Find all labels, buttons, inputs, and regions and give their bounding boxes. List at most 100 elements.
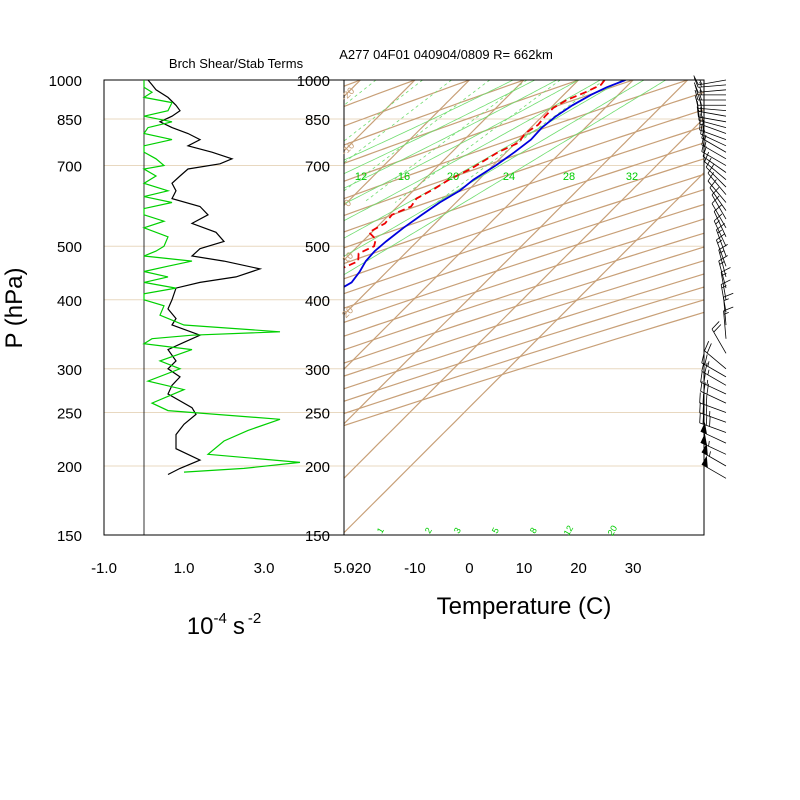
temperature-axis-label: Temperature (C): [437, 593, 612, 620]
wind-barb: [701, 361, 727, 386]
dry-adiabat: [344, 91, 704, 217]
pressure-tick-left: 500: [57, 239, 82, 256]
dry-adiabat: [344, 286, 704, 402]
dry-adiabat: [344, 158, 704, 280]
moist-adiabat-label: 12: [355, 171, 367, 183]
stability-units-label: 10-4 s -2: [187, 610, 261, 640]
temperature-tick: -10: [404, 560, 426, 577]
mixing-ratio-line: [344, 80, 452, 164]
temperature-tick: 10: [516, 560, 533, 577]
pressure-tick-left: 700: [57, 159, 82, 176]
pressure-tick-left: 150: [57, 528, 82, 545]
wind-barb: [696, 106, 727, 123]
dry-adiabat: [344, 80, 635, 182]
dewpoint-profile: [344, 80, 606, 269]
wind-barb: [693, 75, 727, 86]
wind-barb: [704, 151, 727, 180]
pressure-tick-left: 850: [57, 112, 82, 129]
moist-adiabat: [344, 80, 536, 175]
isotherm: [344, 80, 471, 207]
wind-barb: [723, 306, 734, 339]
isotherm: [344, 80, 689, 425]
temperature-profile: [344, 80, 626, 288]
stability-x-tick: 3.0: [254, 560, 275, 577]
temperature-tick: 30: [625, 560, 642, 577]
wind-barbs: [693, 75, 734, 479]
wind-barb: [718, 244, 728, 278]
wind-barb: [699, 392, 727, 413]
dry-adiabat: [344, 142, 704, 265]
isotherm: [0, 68, 263, 632]
wind-barb: [700, 433, 727, 455]
wind-barb: [707, 172, 727, 203]
pressure-tick-center: 250: [305, 405, 330, 422]
dry-adiabat: [344, 273, 704, 390]
stability-x-tick: 1.0: [174, 560, 195, 577]
mixing-ratio-label: 1: [375, 526, 386, 535]
wind-barb: [701, 141, 727, 166]
moist-adiabat-label: 28: [563, 171, 575, 183]
wind-barb: [718, 255, 728, 289]
isotherm: [344, 80, 362, 98]
wind-barb: [707, 164, 727, 195]
units-s: s: [233, 613, 245, 640]
isotherm: [344, 80, 525, 261]
dry-adiabat: [344, 311, 704, 427]
wind-barb: [701, 127, 727, 153]
isotherm: [0, 68, 99, 632]
pressure-tick-center: 150: [305, 528, 330, 545]
moist-adiabat: [344, 80, 557, 189]
wind-barb: [711, 195, 727, 228]
pressure-tick-center: 500: [305, 239, 330, 256]
mixing-ratio-line: [394, 80, 561, 203]
dry-adiabat: [344, 218, 704, 337]
wind-barb: [716, 233, 727, 267]
dry-adiabat: [344, 299, 704, 415]
mixing-ratio-label: 12: [562, 524, 576, 538]
pressure-tick-center: 700: [305, 159, 330, 176]
moist-adiabat: [344, 80, 601, 222]
stability-panel-title: Brch Shear/Stab Terms: [169, 56, 304, 71]
pressure-tick-left: 200: [57, 459, 82, 476]
pressure-tick-center: 200: [305, 459, 330, 476]
skewt-frame: [343, 79, 705, 536]
pressure-tick-left: 250: [57, 405, 82, 422]
wind-barb: [693, 77, 727, 88]
isotherm: [0, 68, 318, 632]
stability-series-1: [142, 80, 301, 473]
wind-barb: [723, 292, 734, 326]
stability-series-0: [147, 80, 263, 476]
wind-barb: [720, 267, 731, 300]
pressure-tick-center: 850: [305, 112, 330, 129]
mixing-ratio-line: [344, 80, 423, 142]
stability-x-tick: -1.0: [91, 560, 117, 577]
wind-barb: [711, 321, 727, 354]
isotherm: [344, 171, 704, 534]
units-exp2: -2: [248, 610, 261, 627]
isotherm: [0, 68, 154, 632]
dry-adiabat: [344, 173, 704, 295]
stability-x-tick: 5.0: [334, 560, 355, 577]
temperature-tick: -20: [350, 560, 372, 577]
dry-adiabat: [344, 109, 704, 233]
wind-barb: [702, 146, 727, 173]
dry-adiabat: [344, 232, 704, 351]
isotherm: [344, 80, 580, 316]
mixing-ratio-line: [363, 80, 528, 203]
mixing-ratio-label: 2: [423, 526, 434, 535]
moist-adiabat-label: 20: [447, 171, 459, 183]
wind-barb: [704, 341, 727, 370]
dry-adiabat: [344, 80, 581, 164]
pressure-axis-label: P (hPa): [1, 268, 28, 349]
dry-adiabat: [344, 125, 704, 249]
moist-adiabat-label: 16: [398, 171, 410, 183]
wind-barb: [694, 84, 726, 96]
moist-adiabat-label: 32: [626, 171, 638, 183]
isotherm: [0, 68, 45, 632]
isotherm: [344, 117, 704, 480]
isotherm-label: 20: [340, 305, 356, 321]
pressure-tick-left: 400: [57, 293, 82, 310]
dry-adiabat: [344, 80, 417, 108]
